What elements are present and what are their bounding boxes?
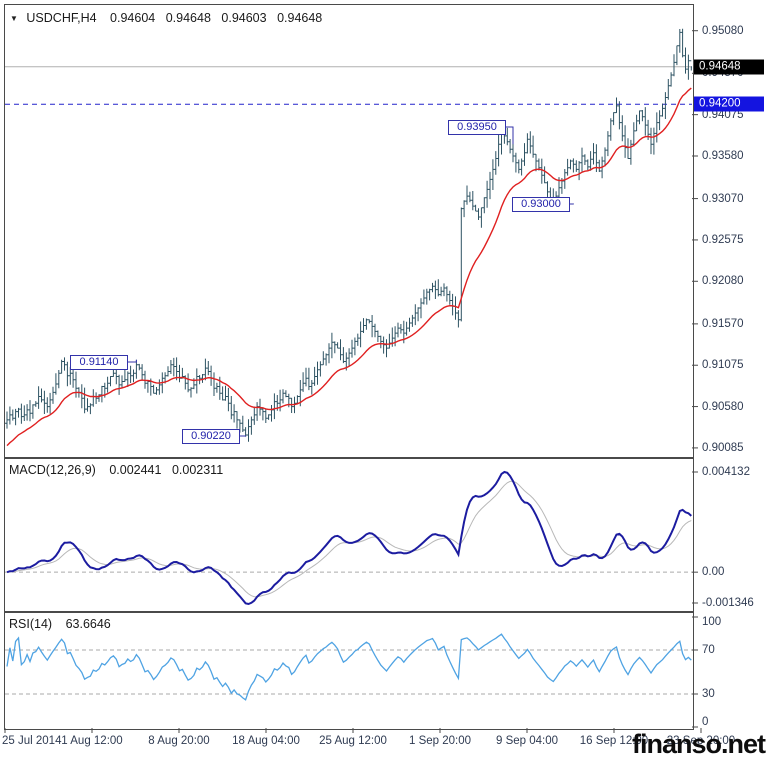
price-callout-label[interactable]: 0.90220	[182, 429, 240, 444]
macd-axis-label: -0.001346	[702, 597, 754, 609]
macd-main-line	[6, 470, 692, 606]
price-callout-label[interactable]: 0.93000	[512, 197, 570, 212]
price-tick-label: 0.91075	[702, 359, 744, 372]
price-tick-label: 0.95080	[702, 24, 744, 37]
rsi-title: RSI(14) 63.6646	[9, 617, 118, 631]
time-tick-label: 8 Aug 20:00	[148, 735, 210, 747]
time-tick-label: 25 Jul 2014	[2, 735, 62, 747]
price-tick-label: 0.90580	[702, 400, 744, 413]
time-tick-label: 9 Sep 04:00	[495, 735, 559, 747]
time-tick-label: 18 Aug 04:00	[232, 735, 300, 747]
macd-series-layer	[5, 470, 692, 606]
rsi-axis-label: 0	[702, 716, 709, 728]
price-series-layer	[5, 28, 692, 447]
level-price-box[interactable]: 0.94200	[694, 96, 764, 112]
rsi-name-label: RSI(14)	[9, 617, 53, 631]
time-tick-label: 1 Sep 20:00	[408, 735, 472, 747]
price-tick-label: 0.90085	[702, 441, 744, 454]
price-tick-label: 0.93580	[702, 149, 744, 162]
rsi-line	[6, 633, 692, 701]
high-value: 0.94648	[165, 11, 211, 25]
macd-signal-value: 0.002311	[171, 463, 224, 477]
current-price-box: 0.94648	[694, 59, 764, 75]
rsi-axis-label: 100	[702, 616, 722, 628]
low-value: 0.94603	[221, 11, 267, 25]
rsi-series-layer	[5, 633, 692, 701]
macd-axis-label: 0.004132	[702, 466, 750, 478]
price-tick-label: 0.93070	[702, 192, 744, 205]
rsi-axis-label: 30	[702, 688, 715, 700]
macd-title: MACD(12,26,9) 0.002441 0.002311	[9, 463, 230, 477]
main-chart-panel	[4, 4, 694, 458]
price-callout-label[interactable]: 0.91140	[70, 355, 128, 370]
rsi-indicator-panel	[4, 612, 694, 730]
chart-title: ▼ USDCHF,H4 0.94604 0.94648 0.94603 0.94…	[10, 11, 329, 25]
ohlc-bars	[5, 28, 692, 442]
close-value: 0.94648	[277, 11, 323, 25]
macd-indicator-panel	[4, 458, 694, 612]
price-tick-label: 0.92080	[702, 275, 744, 288]
price-callout-label[interactable]: 0.93950	[448, 120, 506, 135]
watermark-text: finanso.net	[631, 729, 766, 759]
macd-main-value: 0.002441	[109, 463, 162, 477]
macd-name-label: MACD(12,26,9)	[9, 463, 96, 477]
rsi-axis-label: 70	[702, 644, 715, 656]
time-tick-label: 25 Aug 12:00	[319, 735, 387, 747]
macd-axis-label: 0.00	[702, 566, 725, 579]
price-tick-label: 0.91570	[702, 317, 744, 330]
collapse-triangle-icon[interactable]: ▼	[10, 14, 18, 23]
ma-red-line	[6, 87, 692, 447]
rsi-value: 63.6646	[65, 617, 111, 631]
price-axis: 0.950800.945700.940750.935800.930700.925…	[692, 0, 768, 768]
time-tick-label: 1 Aug 12:00	[61, 735, 123, 747]
price-tick-label: 0.92575	[702, 233, 744, 246]
symbol-timeframe-label: USDCHF,H4	[26, 11, 97, 25]
time-tick-label: 23 Sep 20:00	[666, 735, 736, 747]
time-tick-label: 16 Sep 12:00	[579, 735, 649, 747]
macd-signal-line	[6, 480, 692, 598]
time-axis: 25 Jul 2014 1 Aug 12:00 8 Aug 20:00 18 Aug …	[0, 728, 768, 768]
open-value: 0.94604	[110, 11, 156, 25]
